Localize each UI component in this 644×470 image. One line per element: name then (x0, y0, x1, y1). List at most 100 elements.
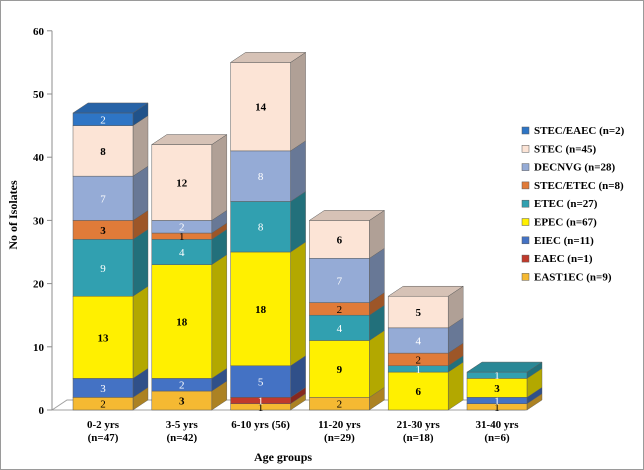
legend-swatch (521, 218, 530, 226)
bar-segment-side (290, 52, 306, 152)
bar-segment-side (132, 285, 149, 379)
bar-segment (72, 295, 134, 379)
bar-segment (309, 314, 370, 341)
bar-value-label: 2 (415, 354, 421, 366)
legend-swatch (521, 145, 530, 153)
legend-swatch (521, 199, 530, 208)
bar-value-label: 2 (179, 222, 185, 234)
bar-value-label: 1 (415, 364, 421, 376)
bar-segment (72, 125, 134, 177)
bar-top-face (387, 285, 465, 297)
bar-segment-side (132, 115, 149, 177)
bar-value-label: 5 (258, 377, 264, 389)
y-tick-label: 10 (33, 342, 45, 354)
x-axis-label: Age groups (254, 450, 312, 464)
bar-value-label: 8 (258, 222, 264, 234)
bar-segment (309, 258, 370, 303)
legend-label: EAST1EC (n=9) (534, 271, 612, 283)
bar-value-label: 1 (258, 402, 264, 414)
y-axis: 0 10 20 30 40 50 60 (33, 26, 53, 417)
legend: STEC/EAEC (n=2) STEC (n=45) DECNVG (n=28) S… (521, 125, 625, 283)
bar-segment (72, 239, 134, 297)
bar-segment (72, 175, 134, 221)
legend-label: EAEC (n=1) (534, 253, 593, 265)
bar-stack: 11 5 18 8 8 14 (229, 52, 307, 414)
legend-label: EPEC (n=67) (534, 217, 597, 229)
bar-segment (230, 365, 291, 398)
x-tick-label: (n=42) (166, 432, 197, 444)
x-tick-label: 11-20 yrs (318, 419, 361, 431)
bar-segment-side (211, 134, 228, 221)
bar-value-label: 18 (176, 317, 188, 329)
x-tick-label: 3-5 yrs (166, 419, 199, 431)
x-tick-label: 21-30 yrs (397, 419, 441, 431)
bar-segment (387, 371, 449, 411)
y-tick-label: 60 (33, 26, 45, 38)
bar-value-label: 2 (100, 114, 106, 126)
legend-label: DECNVG (n=28) (534, 162, 615, 174)
bar-segment (230, 62, 291, 152)
bar-value-label: 18 (255, 304, 267, 316)
bar-value-label: 7 (337, 275, 343, 287)
bar-value-label: 12 (176, 177, 188, 189)
bar-top-face (229, 52, 307, 63)
bar-segment (151, 144, 213, 221)
bar-value-label: 5 (415, 307, 421, 319)
bar-segment-side (369, 330, 385, 398)
legend-label: STEC (n=45) (534, 143, 597, 155)
bar-value-label: 14 (255, 102, 267, 114)
y-tick-label: 0 (39, 405, 45, 417)
y-tick-label: 40 (33, 152, 45, 164)
bars: 2313937823218412121151888142942766124511… (72, 52, 543, 414)
bar-segment (151, 264, 213, 379)
bar-value-label: 1 (494, 396, 500, 408)
legend-swatch (521, 181, 530, 190)
x-tick-label: (n=29) (324, 432, 355, 444)
legend-swatch (521, 126, 530, 135)
bar-value-label: 1 (494, 402, 500, 414)
bar-stack: 2 3 13 9 3 7 8 2 (72, 102, 149, 411)
bar-value-label: 4 (179, 247, 185, 259)
bar-value-label: 2 (337, 399, 343, 411)
bar-top-face (72, 102, 149, 114)
legend-label: STEC/EAEC (n=2) (534, 125, 625, 137)
bar-value-label: 9 (337, 364, 343, 376)
bar-value-label: 13 (98, 332, 110, 344)
bar-value-label: 2 (337, 304, 343, 316)
bar-stack: 2 9 4 2 7 6 (308, 210, 386, 411)
x-tick-label: (n=6) (484, 432, 510, 444)
x-tick-label: 0-2 yrs (87, 419, 120, 431)
bar-value-label: 3 (100, 225, 106, 237)
y-tick-label: 50 (33, 89, 45, 101)
y-tick-label: 30 (33, 215, 45, 227)
bar-value-label: 3 (179, 396, 185, 408)
bar-value-label: 2 (179, 380, 185, 392)
bar-value-label: 3 (494, 383, 500, 395)
bar-segment (309, 340, 370, 398)
category-labels: 0-2 yrs(n=47) 3-5 yrs(n=42) 6-10 yrs (56) 1… (87, 419, 519, 444)
legend-label: ETEC (n=27) (534, 198, 598, 210)
bar-segment-side (290, 140, 306, 202)
x-tick-label: 31-40 yrs (475, 419, 519, 431)
bar-segment-side (290, 191, 306, 253)
bar-segment-side (132, 228, 149, 297)
bar-segment-side (211, 254, 228, 379)
bar-top-face (150, 134, 228, 145)
bar-value-label: 7 (100, 193, 106, 205)
bar-value-label: 1 (258, 396, 264, 408)
legend-label: STEC/ETEC (n=8) (534, 180, 624, 192)
bar-value-label: 2 (100, 399, 106, 411)
legend-label: EIEC (n=11) (534, 235, 594, 247)
bar-segment (230, 201, 291, 253)
bar-value-label: 6 (337, 234, 343, 246)
bar-stack: 6 12 4 5 (387, 285, 465, 411)
x-tick-label: 6-10 yrs (56) (231, 419, 290, 431)
legend-swatch (521, 163, 530, 171)
bar-value-label: 8 (258, 171, 264, 183)
bar-segment (309, 220, 370, 259)
bar-value-label: 1 (179, 231, 185, 243)
bar-value-label: 9 (100, 263, 106, 275)
